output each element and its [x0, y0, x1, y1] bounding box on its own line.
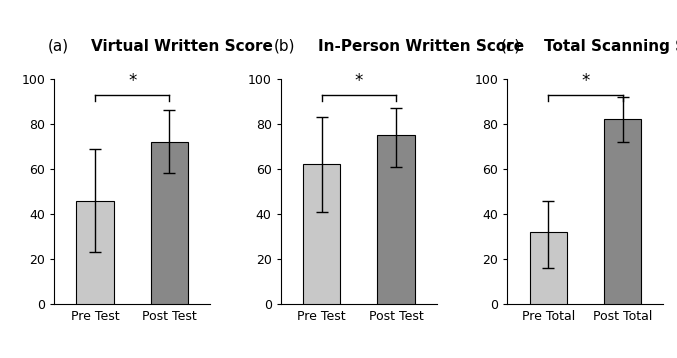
- Text: *: *: [355, 72, 363, 90]
- Bar: [303, 164, 341, 304]
- Text: (b): (b): [274, 39, 295, 54]
- Text: Virtual Written Score: Virtual Written Score: [91, 39, 274, 54]
- Bar: [529, 232, 567, 304]
- Bar: [77, 200, 114, 304]
- Text: Total Scanning Score: Total Scanning Score: [544, 39, 677, 54]
- Bar: [377, 135, 414, 304]
- Text: (c): (c): [500, 39, 521, 54]
- Bar: [604, 119, 641, 304]
- Bar: [151, 142, 188, 304]
- Text: (a): (a): [47, 39, 68, 54]
- Text: *: *: [581, 72, 590, 90]
- Text: In-Person Written Score: In-Person Written Score: [318, 39, 524, 54]
- Text: *: *: [128, 72, 137, 90]
